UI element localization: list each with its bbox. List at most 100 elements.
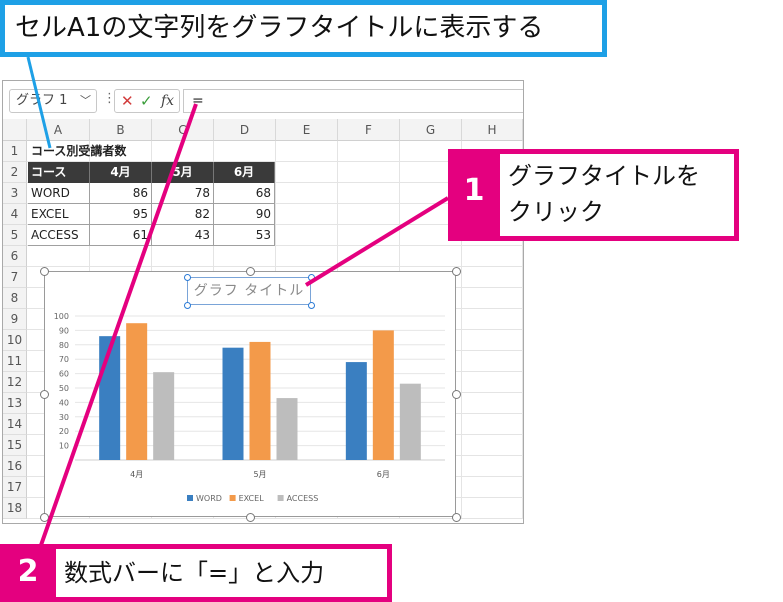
row-header-2[interactable]: 2 — [3, 162, 27, 183]
formula-bar: グラフ 1 ﹀ ⋮ ✕ ✓ fx = — [3, 81, 523, 119]
row-header-14[interactable]: 14 — [3, 414, 27, 435]
bar-access-1 — [153, 372, 175, 460]
y-tick-label: 40 — [59, 398, 69, 407]
chart-object[interactable]: 100 90 80 70 60 50 40 30 20 10 4月 5月 6月 WORD EXCEL ACCE… — [44, 271, 456, 517]
table-cell[interactable]: 78 — [152, 183, 214, 204]
table-header-june[interactable]: 6月 — [214, 162, 275, 183]
bar-word-2 — [222, 347, 244, 460]
row-header-18[interactable]: 18 — [3, 498, 27, 519]
gridline — [27, 203, 523, 204]
row-header-12[interactable]: 12 — [3, 372, 27, 393]
bar-excel-1 — [126, 323, 148, 460]
select-all-corner[interactable] — [3, 119, 27, 141]
bar-excel-3 — [372, 330, 394, 460]
y-tick-label: 30 — [59, 413, 69, 422]
bar-excel-2 — [249, 341, 271, 460]
table-cell[interactable]: ACCESS — [28, 225, 90, 246]
row-header-8[interactable]: 8 — [3, 288, 27, 309]
gridline — [27, 182, 523, 183]
column-header-b[interactable]: B — [90, 119, 152, 141]
bar-word-3 — [345, 362, 367, 460]
gridline — [27, 224, 523, 225]
table-cell[interactable]: 95 — [90, 204, 152, 225]
row-header-17[interactable]: 17 — [3, 477, 27, 498]
chart-resize-handle[interactable] — [40, 267, 49, 276]
cancel-icon[interactable]: ✕ — [121, 92, 134, 110]
title-resize-handle[interactable] — [308, 274, 315, 281]
table-header-may[interactable]: 5月 — [152, 162, 214, 183]
table-cell[interactable]: 43 — [152, 225, 214, 246]
chart-resize-handle[interactable] — [452, 390, 461, 399]
table-cell[interactable]: 86 — [90, 183, 152, 204]
row-header-5[interactable]: 5 — [3, 225, 27, 246]
column-header-c[interactable]: C — [152, 119, 214, 141]
chart-resize-handle[interactable] — [246, 267, 255, 276]
row-header-7[interactable]: 7 — [3, 267, 27, 288]
row-header-13[interactable]: 13 — [3, 393, 27, 414]
row-header-16[interactable]: 16 — [3, 456, 27, 477]
chart-title-text: グラフ タイトル — [193, 283, 305, 299]
column-header-h[interactable]: H — [462, 119, 523, 141]
column-header-a[interactable]: A — [27, 119, 90, 141]
y-tick-label: 80 — [59, 341, 69, 350]
table-cell[interactable]: 53 — [214, 225, 275, 246]
step-number-2: 2 — [17, 554, 39, 589]
callout-2-box: 数式バーに「=」と入力 — [56, 549, 387, 597]
chart-resize-handle[interactable] — [40, 390, 49, 399]
table-cell[interactable]: 61 — [90, 225, 152, 246]
y-tick-label: 100 — [54, 312, 69, 321]
column-header-d[interactable]: D — [214, 119, 276, 141]
column-header-g[interactable]: G — [400, 119, 462, 141]
row-header-9[interactable]: 9 — [3, 309, 27, 330]
chart-resize-handle[interactable] — [452, 267, 461, 276]
row-header-15[interactable]: 15 — [3, 435, 27, 456]
formula-input[interactable]: = — [183, 89, 523, 113]
row-header-4[interactable]: 4 — [3, 204, 27, 225]
chevron-down-icon[interactable]: ﹀ — [80, 94, 91, 107]
table-cell[interactable]: 90 — [214, 204, 275, 225]
row-header-11[interactable]: 11 — [3, 351, 27, 372]
table-cell[interactable]: EXCEL — [28, 204, 90, 225]
table-cell[interactable]: 68 — [214, 183, 275, 204]
row-header-6[interactable]: 6 — [3, 246, 27, 267]
table-cell[interactable]: 82 — [152, 204, 214, 225]
row-header-1[interactable]: 1 — [3, 141, 27, 162]
column-header-e[interactable]: E — [276, 119, 338, 141]
step-number-1: 1 — [463, 173, 485, 208]
x-tick-label: 4月 — [130, 470, 143, 479]
callout-top: セルA1の文字列をグラフタイトルに表示する — [0, 0, 607, 57]
title-resize-handle[interactable] — [184, 302, 191, 309]
callout-2-text: 数式バーに「=」と入力 — [64, 559, 325, 587]
callout-top-text: セルA1の文字列をグラフタイトルに表示する — [5, 5, 602, 52]
chart-title[interactable]: グラフ タイトル — [187, 277, 311, 305]
chart-resize-handle[interactable] — [452, 513, 461, 522]
x-tick-label: 6月 — [377, 470, 390, 479]
table-cell[interactable]: WORD — [28, 183, 90, 204]
y-tick-label: 20 — [59, 427, 69, 436]
gridline — [27, 266, 523, 267]
name-box[interactable]: グラフ 1 ﹀ — [9, 89, 97, 113]
more-options-icon[interactable]: ⋮ — [103, 91, 116, 106]
table-header-course[interactable]: コース — [28, 162, 90, 183]
chart-resize-handle[interactable] — [40, 513, 49, 522]
column-header-f[interactable]: F — [338, 119, 400, 141]
table-header-april[interactable]: 4月 — [90, 162, 152, 183]
name-box-value: グラフ 1 — [16, 93, 68, 108]
legend-swatch — [229, 495, 236, 501]
title-resize-handle[interactable] — [184, 274, 191, 281]
chart-resize-handle[interactable] — [246, 513, 255, 522]
y-tick-label: 10 — [59, 442, 69, 451]
bar-access-3 — [399, 383, 421, 460]
insert-function-icon[interactable]: fx — [161, 93, 175, 109]
legend-entry: WORD — [196, 494, 222, 503]
y-tick-label: 70 — [59, 355, 69, 364]
title-resize-handle[interactable] — [308, 302, 315, 309]
row-header-3[interactable]: 3 — [3, 183, 27, 204]
check-icon[interactable]: ✓ — [140, 92, 153, 110]
x-tick-label: 5月 — [253, 470, 266, 479]
cell-a1[interactable]: コース別受講者数 — [31, 144, 127, 158]
row-header-10[interactable]: 10 — [3, 330, 27, 351]
callout-1-box: グラフタイトルを クリック — [500, 154, 734, 236]
legend-swatch — [277, 495, 284, 501]
gridline — [461, 141, 462, 519]
